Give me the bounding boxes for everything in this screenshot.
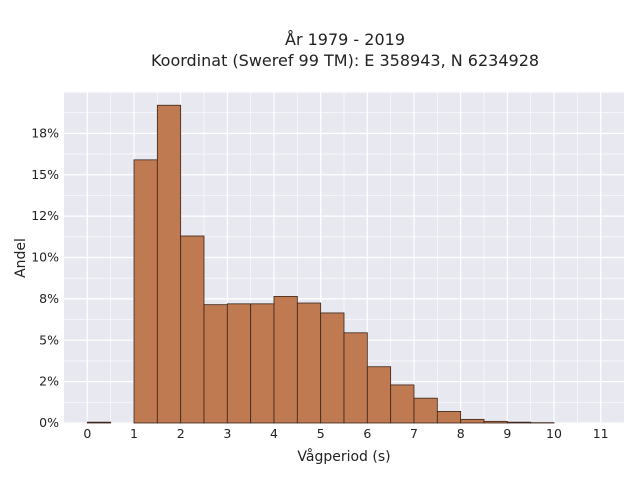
y-tick-label: 0% (39, 415, 59, 430)
histogram-bar (366, 366, 392, 424)
x-tick-labels: 0 1 2 3 4 5 6 7 8 9 10 11 (83, 426, 608, 441)
histogram-bar (436, 411, 462, 424)
histogram-bar (483, 420, 508, 424)
x-tick-label: 2 (177, 426, 185, 441)
x-tick-label: 7 (410, 426, 418, 441)
histogram-bar (250, 303, 275, 424)
chart-title-line2: Koordinat (Sweref 99 TM): E 358943, N 62… (151, 51, 539, 70)
histogram-bar (273, 295, 298, 424)
y-tick-label: 12% (31, 208, 59, 223)
y-axis-label: Andel (13, 238, 29, 278)
x-tick-label: 0 (83, 426, 91, 441)
y-tick-label: 10% (31, 250, 59, 265)
x-tick-label: 1 (130, 426, 138, 441)
x-tick-label: 8 (457, 426, 465, 441)
x-tick-label: 10 (546, 426, 562, 441)
x-tick-label: 9 (503, 426, 511, 441)
x-axis-label: Vågperiod (s) (297, 448, 390, 465)
x-tick-label: 3 (223, 426, 231, 441)
y-tick-label: 18% (31, 125, 59, 140)
histogram-bar (343, 332, 368, 424)
y-tick-labels: 0% 2% 5% 8% 10% 12% 15% 18% (31, 125, 59, 430)
histogram-bars (86, 104, 555, 424)
histogram-bar (226, 303, 252, 424)
x-tick-label: 5 (317, 426, 325, 441)
y-tick-label: 2% (39, 374, 59, 389)
y-tick-label: 5% (39, 332, 59, 347)
histogram-bar (413, 397, 438, 424)
histogram-bar (86, 421, 112, 424)
x-tick-label: 6 (363, 426, 371, 441)
x-tick-label: 4 (270, 426, 278, 441)
chart-title-line1: År 1979 - 2019 (285, 30, 405, 49)
histogram-bar (133, 159, 158, 424)
histogram-bar (506, 421, 532, 424)
histogram-bar (203, 304, 228, 424)
histogram-bar (390, 384, 415, 424)
histogram-bar (296, 302, 322, 424)
histogram-bar (156, 104, 182, 424)
y-tick-label: 8% (39, 291, 59, 306)
histogram-bar (320, 312, 345, 424)
histogram-bar (180, 235, 205, 424)
histogram-bar (460, 418, 485, 424)
x-tick-label: 11 (593, 426, 609, 441)
y-tick-label: 15% (31, 167, 59, 182)
